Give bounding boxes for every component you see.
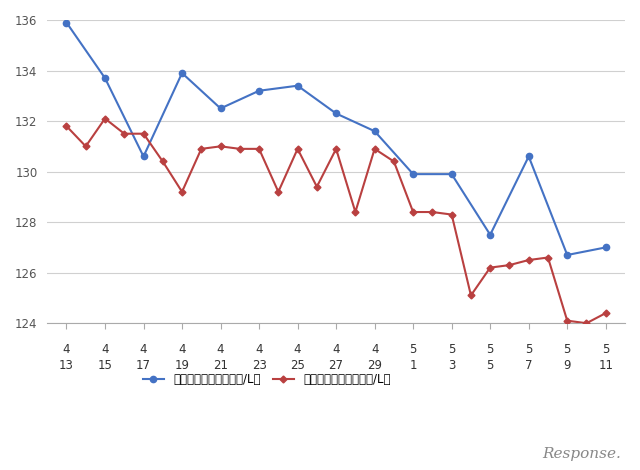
ハイオク実売価格（円/L） <box>82 143 90 149</box>
ハイオク看板価格（円/L） <box>448 171 456 177</box>
ハイオク実売価格（円/L） <box>602 310 609 316</box>
Text: 4: 4 <box>332 343 340 356</box>
ハイオク看板価格（円/L） <box>371 128 378 134</box>
Text: 5: 5 <box>486 343 494 356</box>
ハイオク実売価格（円/L） <box>159 159 166 164</box>
ハイオク実売価格（円/L） <box>140 131 147 136</box>
Text: 1: 1 <box>410 360 417 372</box>
ハイオク実売価格（円/L） <box>448 212 456 218</box>
ハイオク看板価格（円/L） <box>255 88 263 94</box>
ハイオク看板価格（円/L） <box>525 154 532 159</box>
Legend: ハイオク看板価格（円/L）, ハイオク実売価格（円/L）: ハイオク看板価格（円/L）, ハイオク実売価格（円/L） <box>138 368 396 391</box>
ハイオク看板価格（円/L） <box>178 70 186 76</box>
Text: 4: 4 <box>255 343 263 356</box>
ハイオク実売価格（円/L） <box>525 257 532 263</box>
Text: 7: 7 <box>525 360 532 372</box>
ハイオク実売価格（円/L） <box>351 209 359 215</box>
Text: 5: 5 <box>602 343 609 356</box>
ハイオク看板価格（円/L） <box>563 252 571 258</box>
Text: 5: 5 <box>410 343 417 356</box>
Line: ハイオク実売価格（円/L）: ハイオク実売価格（円/L） <box>64 116 608 326</box>
ハイオク実売価格（円/L） <box>506 262 513 268</box>
Text: 19: 19 <box>175 360 189 372</box>
Text: 5: 5 <box>564 343 571 356</box>
ハイオク実売価格（円/L） <box>332 146 340 152</box>
ハイオク実売価格（円/L） <box>410 209 417 215</box>
ハイオク看板価格（円/L） <box>410 171 417 177</box>
ハイオク実売価格（円/L） <box>544 255 552 260</box>
ハイオク実売価格（円/L） <box>198 146 205 152</box>
ハイオク実売価格（円/L） <box>63 123 70 129</box>
ハイオク実売価格（円/L） <box>313 184 321 189</box>
ハイオク実売価格（円/L） <box>294 146 301 152</box>
Text: 13: 13 <box>59 360 74 372</box>
Line: ハイオク看板価格（円/L）: ハイオク看板価格（円/L） <box>63 19 609 258</box>
Text: 9: 9 <box>563 360 571 372</box>
ハイオク実売価格（円/L） <box>582 321 590 326</box>
ハイオク実売価格（円/L） <box>255 146 263 152</box>
Text: Response.: Response. <box>542 446 621 461</box>
Text: 4: 4 <box>217 343 224 356</box>
Text: 23: 23 <box>252 360 266 372</box>
Text: 5: 5 <box>448 343 455 356</box>
ハイオク実売価格（円/L） <box>236 146 244 152</box>
ハイオク実売価格（円/L） <box>217 143 225 149</box>
ハイオク実売価格（円/L） <box>178 189 186 195</box>
Text: 21: 21 <box>213 360 228 372</box>
ハイオク実売価格（円/L） <box>390 159 397 164</box>
ハイオク実売価格（円/L） <box>563 318 571 323</box>
ハイオク看板価格（円/L） <box>294 83 301 88</box>
ハイオク看板価格（円/L） <box>602 244 609 250</box>
ハイオク実売価格（円/L） <box>429 209 436 215</box>
Text: 3: 3 <box>448 360 455 372</box>
Text: 4: 4 <box>371 343 378 356</box>
Text: 5: 5 <box>525 343 532 356</box>
Text: 29: 29 <box>367 360 382 372</box>
Text: 5: 5 <box>486 360 494 372</box>
ハイオク実売価格（円/L） <box>101 116 109 121</box>
Text: 4: 4 <box>294 343 301 356</box>
Text: 27: 27 <box>328 360 344 372</box>
ハイオク実売価格（円/L） <box>120 131 128 136</box>
ハイオク実売価格（円/L） <box>486 265 494 270</box>
Text: 4: 4 <box>140 343 147 356</box>
ハイオク看板価格（円/L） <box>486 232 494 238</box>
Text: 17: 17 <box>136 360 151 372</box>
ハイオク看板価格（円/L） <box>332 110 340 116</box>
Text: 4: 4 <box>179 343 186 356</box>
Text: 11: 11 <box>598 360 613 372</box>
ハイオク看板価格（円/L） <box>217 106 225 111</box>
Text: 15: 15 <box>97 360 113 372</box>
Text: 4: 4 <box>101 343 109 356</box>
ハイオク実売価格（円/L） <box>371 146 378 152</box>
ハイオク看板価格（円/L） <box>140 154 147 159</box>
Text: 4: 4 <box>63 343 70 356</box>
Text: 25: 25 <box>290 360 305 372</box>
ハイオク看板価格（円/L） <box>63 20 70 25</box>
ハイオク実売価格（円/L） <box>275 189 282 195</box>
ハイオク実売価格（円/L） <box>467 293 475 298</box>
ハイオク看板価格（円/L） <box>101 75 109 81</box>
